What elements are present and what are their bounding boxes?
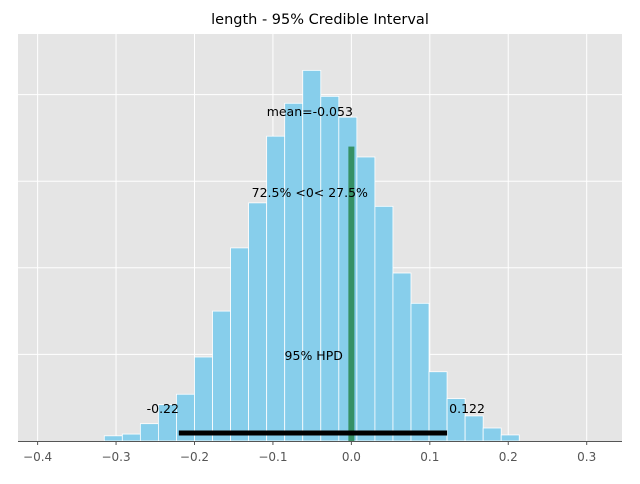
x-tick-label: −0.3 (101, 450, 130, 464)
hpd-annotation: 95% HPD (285, 348, 343, 363)
mean-annotation: mean=-0.053 (267, 104, 353, 119)
histogram-bar (464, 415, 484, 442)
x-axis: −0.4 −0.3 −0.2 −0.1 0.0 0.1 0.2 0.3 (18, 441, 622, 464)
x-tick-label: −0.1 (258, 450, 287, 464)
histogram-bar (374, 205, 394, 442)
x-tick-label: 0.0 (342, 450, 361, 464)
chart-title: length - 95% Credible Interval (211, 12, 429, 28)
histogram-bar (194, 356, 213, 442)
histogram-bar (248, 202, 268, 442)
hpd-low-annotation: -0.22 (147, 401, 179, 416)
histogram-bar (302, 69, 322, 442)
histogram-bars (103, 69, 520, 442)
histogram-bar (500, 434, 520, 442)
histogram-bar (482, 427, 502, 442)
histogram-bar (212, 310, 231, 442)
x-tick-label: −0.4 (23, 450, 52, 464)
hpd-high-annotation: 0.122 (449, 401, 485, 416)
reference-annotation: 72.5% <0< 27.5% (252, 185, 368, 200)
histogram-bar (230, 247, 250, 442)
annotations: length - 95% Credible Interval mean=-0.0… (147, 12, 485, 416)
histogram-bar (284, 102, 304, 442)
histogram-bar (139, 423, 159, 442)
reference-line (348, 146, 355, 441)
histogram-bar (392, 272, 412, 442)
x-tick-label: 0.1 (420, 450, 439, 464)
histogram-bar (266, 135, 286, 442)
histogram-bar (410, 302, 430, 442)
histogram-bar (320, 95, 340, 442)
x-tick-label: 0.2 (499, 450, 518, 464)
x-tick-label: −0.2 (180, 450, 209, 464)
x-tick-label: 0.3 (577, 450, 596, 464)
histogram-bar (103, 435, 123, 442)
histogram-bar (121, 433, 141, 442)
reference-bar (348, 146, 355, 441)
